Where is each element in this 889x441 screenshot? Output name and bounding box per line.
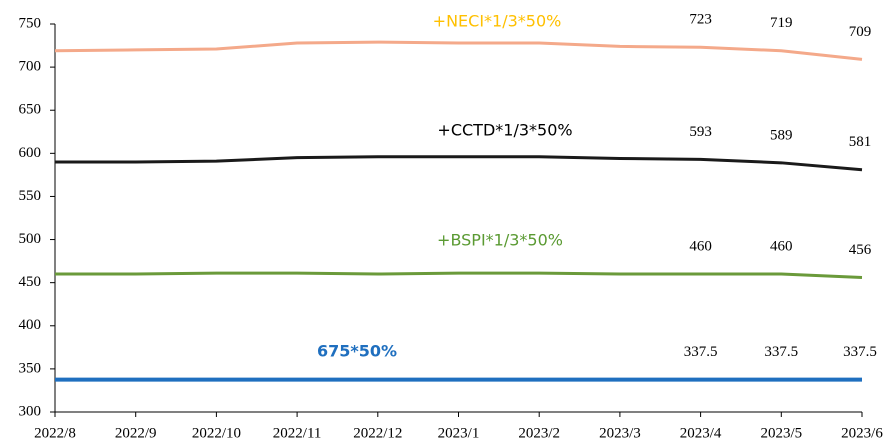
series-line <box>55 155 863 172</box>
data-label: 337.5 <box>684 344 718 360</box>
series-label: +NECI*1/3*50% <box>433 12 562 31</box>
y-tick-label: 750 <box>19 15 42 31</box>
series-label: +BSPI*1/3*50% <box>437 231 563 250</box>
data-label: 337.5 <box>764 344 798 360</box>
data-label: 709 <box>849 24 872 40</box>
data-label: 460 <box>770 238 793 254</box>
y-tick-label: 500 <box>19 231 42 247</box>
x-tick-label: 2022/8 <box>34 425 76 441</box>
data-label: 589 <box>770 127 793 143</box>
x-tick-label: 2023/1 <box>438 425 480 441</box>
data-label: 460 <box>689 238 712 254</box>
x-tick-label: 2022/12 <box>353 425 402 441</box>
y-tick-label: 450 <box>19 274 42 290</box>
series-line <box>55 271 863 279</box>
data-label: 456 <box>849 242 872 258</box>
x-tick-label: 2023/4 <box>680 425 722 441</box>
y-tick-label: 400 <box>19 317 42 333</box>
x-tick-label: 2022/10 <box>192 425 241 441</box>
data-label: 337.5 <box>843 344 877 360</box>
y-tick-label: 300 <box>19 403 42 419</box>
data-label: 719 <box>770 15 793 31</box>
y-tick-label: 350 <box>19 360 42 376</box>
series-label: 675*50% <box>317 342 397 361</box>
x-tick-label: 2023/3 <box>599 425 641 441</box>
data-label: 723 <box>689 12 712 28</box>
x-tick-label: 2023/6 <box>841 425 883 441</box>
x-tick-label: 2023/5 <box>760 425 802 441</box>
x-tick-label: 2022/11 <box>273 425 322 441</box>
series-line <box>54 40 863 61</box>
data-label: 581 <box>849 134 872 150</box>
y-tick-label: 550 <box>19 188 42 204</box>
data-label: 593 <box>689 124 712 140</box>
y-tick-label: 600 <box>19 145 42 161</box>
x-tick-label: 2023/2 <box>518 425 560 441</box>
series-label: +CCTD*1/3*50% <box>437 121 572 140</box>
y-tick-label: 700 <box>19 59 42 75</box>
y-tick-label: 650 <box>19 102 42 118</box>
x-tick-label: 2022/9 <box>115 425 157 441</box>
